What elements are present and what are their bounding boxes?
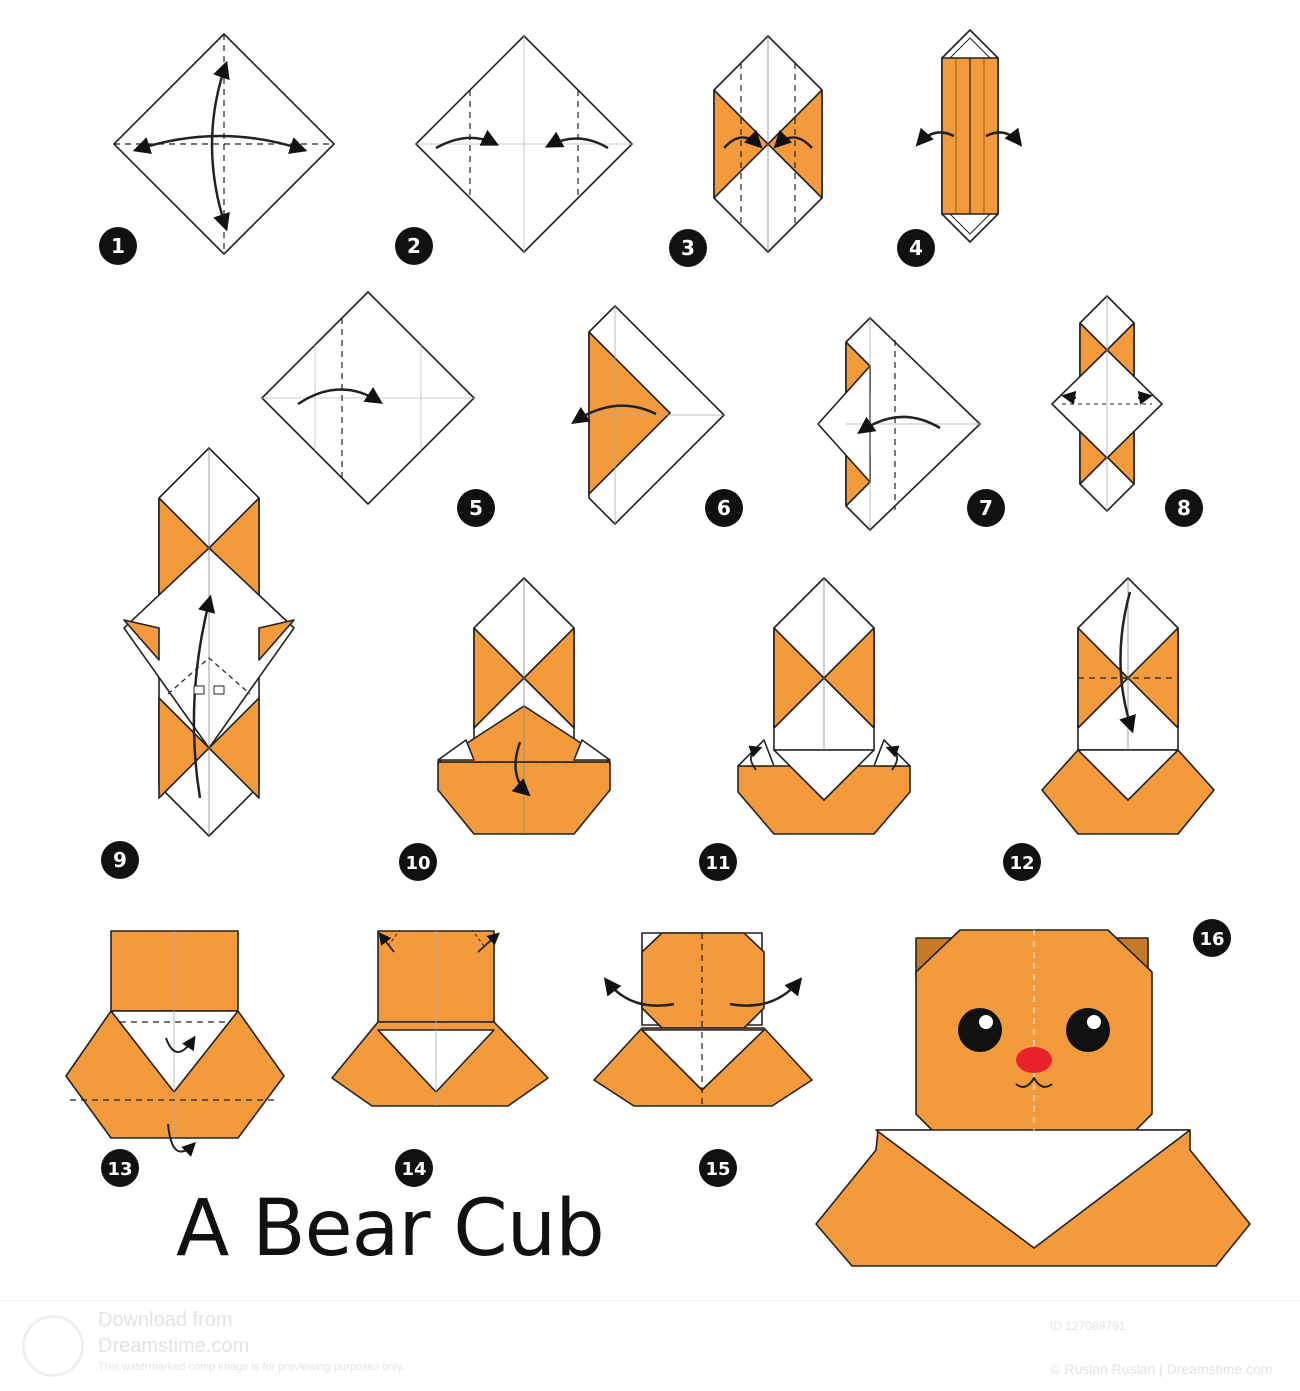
step-number-14: 14 (401, 1159, 426, 1180)
step-number-8: 8 (1177, 496, 1191, 520)
step-12-diagram (1041, 577, 1215, 835)
step-15-diagram (593, 932, 813, 1107)
bear-right-eye (1066, 1008, 1110, 1052)
step-number-4: 4 (909, 236, 923, 260)
step-1-diagram (113, 33, 335, 255)
step-8-diagram (1051, 295, 1163, 512)
step-11-diagram (737, 577, 911, 835)
bear-nose (1016, 1047, 1052, 1073)
step-badge-1: 1 (99, 227, 137, 265)
step-badge-12: 12 (1003, 843, 1041, 881)
step-3-diagram (713, 35, 823, 253)
step-badge-9: 9 (101, 841, 139, 879)
step-badge-6: 6 (705, 489, 743, 527)
step-7-diagram (817, 317, 981, 531)
step-badge-3: 3 (669, 229, 707, 267)
step-number-2: 2 (407, 234, 421, 258)
watermark-line-1: Download from (98, 1309, 233, 1331)
watermark-credit: © Ruslan Ruslan | Dreamstime.com (1050, 1361, 1273, 1377)
watermark-footer: Download from Dreamstime.com This waterm… (0, 1300, 1300, 1391)
step-2-diagram (415, 35, 633, 253)
step-badge-13: 13 (101, 1149, 139, 1187)
step-badge-16: 16 (1193, 919, 1231, 957)
step-number-9: 9 (113, 848, 127, 872)
step-badge-10: 10 (399, 843, 437, 881)
step-badge-5: 5 (457, 489, 495, 527)
bear-left-eye (958, 1008, 1002, 1052)
step-number-16: 16 (1199, 929, 1224, 950)
step-badge-15: 15 (699, 1149, 737, 1187)
step-number-1: 1 (111, 234, 125, 258)
step-badge-4: 4 (897, 229, 935, 267)
step-badge-8: 8 (1165, 489, 1203, 527)
step-badge-7: 7 (967, 489, 1005, 527)
watermark-id: ID 127088791 (1050, 1319, 1126, 1333)
step-badge-11: 11 (699, 843, 737, 881)
step-number-15: 15 (705, 1159, 730, 1180)
bear-mouth (1015, 1077, 1053, 1088)
watermark-line-2: Dreamstime.com (98, 1335, 250, 1357)
diagram-title: A Bear Cub (176, 1184, 605, 1274)
step-16-bear (815, 929, 1251, 1267)
watermark-logo-icon (22, 1315, 84, 1377)
step-badge-14: 14 (395, 1149, 433, 1187)
step-number-5: 5 (469, 496, 483, 520)
step-number-10: 10 (405, 853, 430, 874)
step-number-6: 6 (717, 496, 731, 520)
step-badge-2: 2 (395, 227, 433, 265)
step-number-13: 13 (107, 1159, 132, 1180)
step-6-diagram (571, 305, 725, 525)
step-10-diagram (437, 577, 611, 835)
step-9-diagram (123, 447, 295, 837)
step-number-12: 12 (1009, 853, 1034, 874)
step-4-diagram (915, 29, 1023, 243)
step-number-11: 11 (705, 853, 730, 874)
step-13-diagram (65, 930, 285, 1157)
step-number-3: 3 (681, 236, 695, 260)
step-5-diagram (261, 291, 475, 505)
step-number-7: 7 (979, 496, 993, 520)
step-14-diagram (331, 929, 549, 1107)
watermark-line-3: This watermarked comp image is for previ… (98, 1361, 405, 1373)
